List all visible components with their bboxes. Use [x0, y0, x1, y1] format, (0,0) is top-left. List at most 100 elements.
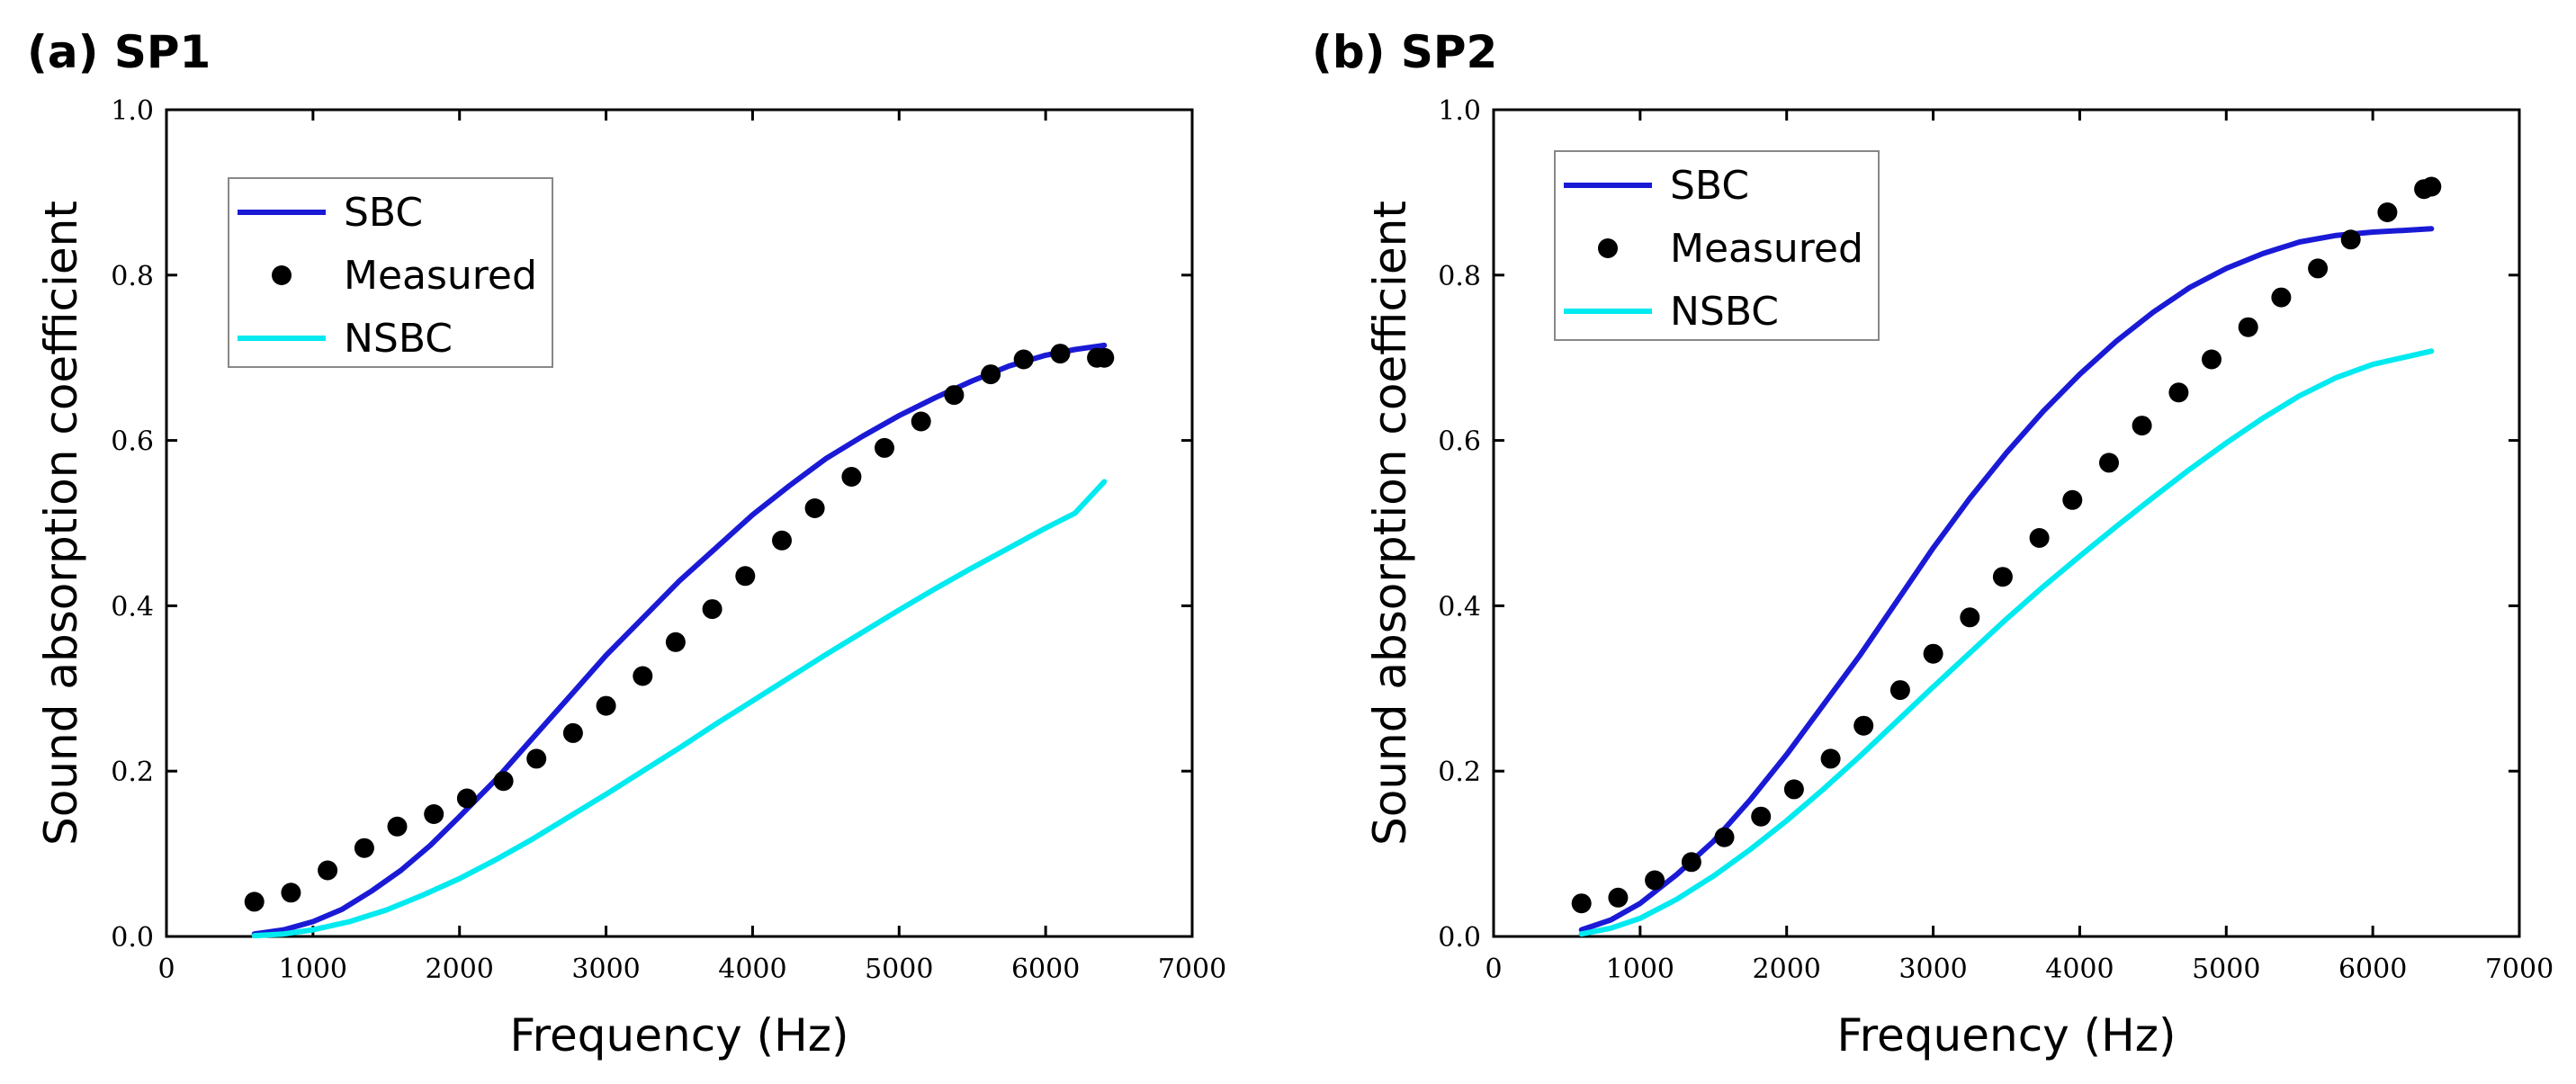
data-point-measured	[735, 566, 756, 587]
data-point-measured	[1645, 870, 1665, 891]
legend-label-sbc: SBC	[1670, 163, 1749, 209]
legend-label-sbc: SBC	[344, 190, 423, 236]
data-point-measured	[665, 632, 686, 652]
x-tick-label: 0	[157, 954, 175, 985]
data-point-measured	[596, 695, 616, 716]
x-tick-label: 6000	[2338, 954, 2407, 985]
data-point-measured	[1923, 643, 1943, 664]
legend-label-measured: Measured	[344, 253, 537, 299]
data-point-measured	[281, 882, 301, 903]
data-point-measured	[633, 666, 653, 686]
x-tick-label: 4000	[718, 954, 786, 985]
y-tick-label: 0.6	[111, 426, 154, 458]
data-point-measured	[1751, 806, 1772, 827]
data-point-measured	[1889, 680, 1910, 701]
data-point-measured	[1960, 607, 1980, 628]
y-tick-label: 0.8	[111, 261, 154, 292]
series-line-nsbc	[1578, 348, 2435, 937]
y-tick-label: 0.0	[1438, 922, 1481, 954]
data-point-measured	[1783, 779, 1804, 800]
x-tick-label: 2000	[1753, 954, 1821, 985]
x-tick-label: 3000	[571, 954, 640, 985]
data-point-measured	[387, 816, 408, 837]
data-point-measured	[2271, 287, 2292, 308]
data-point-measured	[1853, 715, 1874, 736]
legend-swatch-measured	[1598, 238, 1618, 258]
data-point-measured	[2421, 176, 2442, 197]
x-tick-label: 5000	[865, 954, 933, 985]
data-point-measured	[1714, 827, 1735, 847]
y-tick-label: 0.0	[111, 922, 154, 954]
legend-swatch-measured	[272, 265, 292, 285]
data-point-measured	[2238, 317, 2258, 337]
x-tick-label: 6000	[1011, 954, 1080, 985]
y-axis-label: Sound absorption coefficient	[35, 201, 87, 846]
x-tick-label: 0	[1485, 954, 1502, 985]
y-tick-label: 0.2	[1438, 757, 1481, 788]
plot-frame	[165, 108, 1194, 938]
data-point-measured	[244, 891, 265, 912]
legend-label-measured: Measured	[1670, 226, 1863, 272]
x-tick-label: 1000	[1606, 954, 1674, 985]
y-tick-label: 1.0	[111, 95, 154, 127]
series-line-sbc	[1578, 226, 2435, 933]
data-point-measured	[804, 498, 825, 518]
data-point-measured	[1571, 893, 1592, 914]
data-point-measured	[2340, 229, 2361, 250]
data-point-measured	[2377, 202, 2398, 222]
data-point-measured	[354, 838, 374, 858]
series-line-sbc	[251, 342, 1108, 937]
y-tick-label: 0.2	[111, 757, 154, 788]
data-point-measured	[981, 364, 1001, 385]
data-point-measured	[1820, 748, 1841, 769]
data-point-measured	[2029, 528, 2050, 548]
y-tick-label: 0.6	[1438, 426, 1481, 458]
data-point-measured	[456, 788, 477, 809]
data-point-measured	[424, 804, 444, 824]
data-point-measured	[911, 411, 931, 432]
y-tick-label: 1.0	[1438, 95, 1481, 127]
y-tick-label: 0.4	[111, 591, 154, 623]
data-point-measured	[944, 385, 965, 406]
data-point-measured	[1608, 887, 1629, 908]
data-point-measured	[2308, 258, 2329, 279]
x-axis-label: Frequency (Hz)	[1836, 1009, 2176, 1062]
data-point-measured	[526, 748, 547, 769]
y-tick-label: 0.4	[1438, 591, 1481, 623]
data-point-measured	[1992, 567, 2013, 587]
data-point-measured	[1094, 347, 1115, 368]
panel-sp2: (b) SP2 0 1000 2000 3000 4000 5000 6000 7000 0.0 0…	[1312, 26, 2554, 1062]
plot-frame	[1492, 108, 2521, 938]
y-tick-label: 0.8	[1438, 261, 1481, 292]
legend-label-nsbc: NSBC	[1670, 289, 1779, 335]
data-point-measured	[2062, 489, 2083, 510]
data-point-measured	[1050, 344, 1071, 364]
data-point-measured	[875, 437, 894, 458]
x-tick-label: 1000	[279, 954, 347, 985]
data-point-measured	[2202, 349, 2221, 370]
data-point-measured	[493, 771, 514, 792]
series-line-nsbc	[251, 479, 1108, 939]
y-axis-label: Sound absorption coefficient	[1364, 201, 1416, 846]
data-point-measured	[318, 860, 338, 881]
panel-title: (b) SP2	[1312, 26, 1497, 78]
data-point-measured	[1681, 852, 1701, 873]
panel-title: (a) SP1	[27, 26, 211, 78]
x-tick-label: 7000	[1158, 954, 1226, 985]
data-point-measured	[702, 599, 723, 620]
data-point-measured	[772, 530, 792, 551]
data-point-measured	[2168, 382, 2189, 403]
data-point-measured	[1013, 349, 1034, 370]
data-point-measured	[2099, 452, 2119, 473]
x-tick-label: 7000	[2485, 954, 2554, 985]
data-point-measured	[2132, 416, 2152, 436]
x-tick-label: 2000	[426, 954, 494, 985]
data-point-measured	[841, 467, 862, 487]
data-point-measured	[562, 722, 583, 743]
x-tick-label: 4000	[2045, 954, 2114, 985]
x-tick-label: 3000	[1898, 954, 1967, 985]
x-tick-label: 5000	[2192, 954, 2260, 985]
legend-label-nsbc: NSBC	[344, 316, 453, 362]
panel-sp1: (a) SP1 0 1000 2000 3000 4000 5000 6000 7000 0.0 0…	[27, 26, 1226, 1062]
